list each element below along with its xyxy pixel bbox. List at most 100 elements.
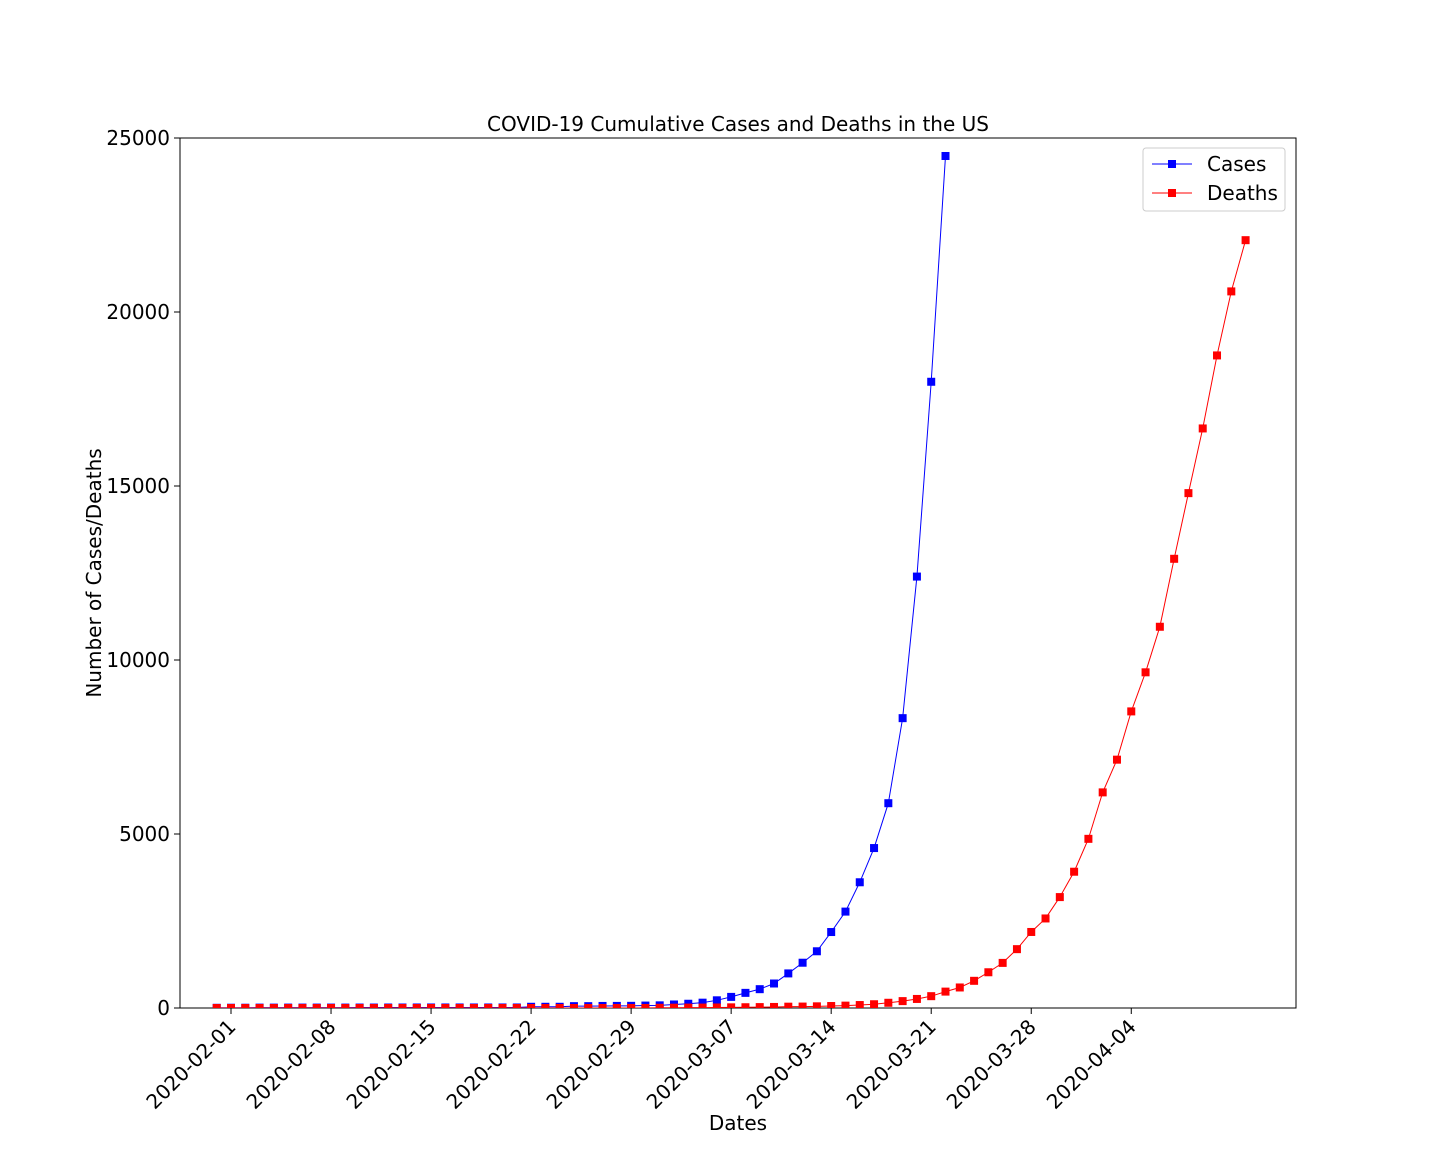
y-tick-label: 5000	[119, 822, 170, 846]
series-cases	[212, 151, 950, 1008]
data-point-deaths	[441, 1004, 450, 1008]
data-point-deaths	[1127, 707, 1136, 716]
data-point-deaths	[655, 1003, 664, 1008]
data-point-deaths	[970, 976, 979, 985]
data-point-deaths	[555, 1004, 564, 1008]
data-point-deaths	[369, 1004, 378, 1008]
data-point-deaths	[384, 1004, 393, 1008]
data-point-deaths	[1112, 755, 1121, 764]
x-tick-label: 2020-02-29	[541, 1015, 640, 1114]
data-point-deaths	[1141, 668, 1150, 677]
plot-frame	[179, 137, 1297, 1009]
data-point-deaths	[784, 1002, 793, 1008]
data-point-cases	[727, 992, 736, 1001]
legend: Cases Deaths	[1142, 147, 1286, 212]
data-point-deaths	[712, 1003, 721, 1008]
data-point-deaths	[1070, 867, 1079, 876]
data-point-deaths	[827, 1002, 836, 1008]
data-point-deaths	[1055, 893, 1064, 902]
data-point-deaths	[227, 1004, 235, 1008]
data-point-deaths	[1198, 424, 1207, 433]
data-point-deaths	[1012, 945, 1021, 954]
data-point-deaths	[498, 1004, 507, 1008]
data-point-deaths	[212, 1004, 221, 1008]
data-point-deaths	[669, 1003, 678, 1008]
data-point-deaths	[527, 1004, 536, 1008]
data-point-cases	[884, 799, 893, 808]
data-point-deaths	[255, 1004, 264, 1008]
x-axis-title: Dates	[709, 1111, 767, 1135]
data-point-deaths	[1098, 788, 1107, 797]
data-point-cases	[912, 572, 921, 581]
x-tick-label: 2020-03-14	[742, 1015, 841, 1114]
data-point-cases	[698, 998, 707, 1007]
data-point-deaths	[427, 1004, 436, 1008]
data-point-deaths	[698, 1003, 707, 1008]
y-tick-label: 10000	[106, 648, 170, 672]
x-tick-label: 2020-02-15	[341, 1015, 440, 1114]
data-point-deaths	[641, 1003, 650, 1008]
x-tick-label: 2020-02-08	[241, 1015, 340, 1114]
data-point-deaths	[627, 1003, 636, 1008]
y-tick-label: 25000	[106, 126, 170, 150]
data-point-deaths	[1227, 287, 1236, 296]
data-point-deaths	[1184, 489, 1193, 498]
data-point-deaths	[798, 1002, 807, 1008]
data-point-deaths	[841, 1001, 850, 1008]
chart-title: COVID-19 Cumulative Cases and Deaths in …	[487, 112, 989, 136]
data-point-cases	[755, 985, 764, 994]
series-layer	[212, 151, 1250, 1008]
data-point-deaths	[812, 1002, 821, 1008]
data-point-deaths	[1027, 927, 1036, 936]
data-point-deaths	[355, 1004, 364, 1008]
data-point-cases	[741, 988, 750, 997]
data-point-cases	[870, 844, 879, 853]
data-point-deaths	[727, 1003, 736, 1008]
data-point-deaths	[598, 1004, 607, 1008]
data-point-cases	[898, 714, 907, 723]
data-point-deaths	[327, 1004, 336, 1008]
data-point-deaths	[1041, 914, 1050, 923]
data-point-deaths	[998, 958, 1007, 967]
data-point-deaths	[941, 987, 950, 996]
data-point-deaths	[955, 983, 964, 992]
data-point-deaths	[1155, 622, 1164, 631]
data-point-deaths	[741, 1003, 750, 1008]
y-tick-label: 0	[157, 996, 170, 1020]
x-tick-label: 2020-03-28	[942, 1015, 1041, 1114]
data-point-cases	[784, 969, 793, 978]
data-point-cases	[827, 928, 836, 937]
legend-marker-deaths	[1168, 189, 1176, 197]
data-point-deaths	[341, 1004, 350, 1008]
data-point-cases	[798, 958, 807, 967]
data-point-deaths	[412, 1004, 421, 1008]
legend-label-deaths: Deaths	[1207, 181, 1278, 205]
data-point-deaths	[569, 1004, 578, 1008]
data-point-cases	[841, 907, 850, 916]
data-point-deaths	[469, 1004, 478, 1008]
data-point-deaths	[584, 1004, 593, 1008]
y-tick-label: 15000	[106, 474, 170, 498]
data-point-deaths	[855, 1001, 864, 1008]
y-axis-title: Number of Cases/Deaths	[82, 448, 106, 697]
data-point-deaths	[241, 1004, 250, 1008]
data-point-deaths	[312, 1004, 321, 1008]
series-deaths	[212, 236, 1250, 1008]
data-point-cases	[712, 996, 721, 1005]
data-point-cases	[855, 878, 864, 887]
data-point-cases	[812, 947, 821, 956]
y-axis: 0 5000 10000 15000 20000 25000	[106, 126, 180, 1020]
data-point-cases	[927, 377, 936, 386]
data-point-deaths	[541, 1004, 550, 1008]
data-point-deaths	[484, 1004, 493, 1008]
x-tick-label: 2020-03-21	[842, 1015, 941, 1114]
x-tick-label: 2020-03-07	[642, 1015, 741, 1114]
data-point-deaths	[684, 1003, 693, 1008]
data-point-deaths	[984, 968, 993, 977]
legend-marker-cases	[1168, 160, 1176, 168]
data-point-deaths	[512, 1004, 521, 1008]
x-axis: 2020-02-01 2020-02-08 2020-02-15 2020-02-22…	[141, 1008, 1141, 1114]
data-point-deaths	[755, 1003, 764, 1008]
series-line-cases	[216, 155, 946, 1008]
